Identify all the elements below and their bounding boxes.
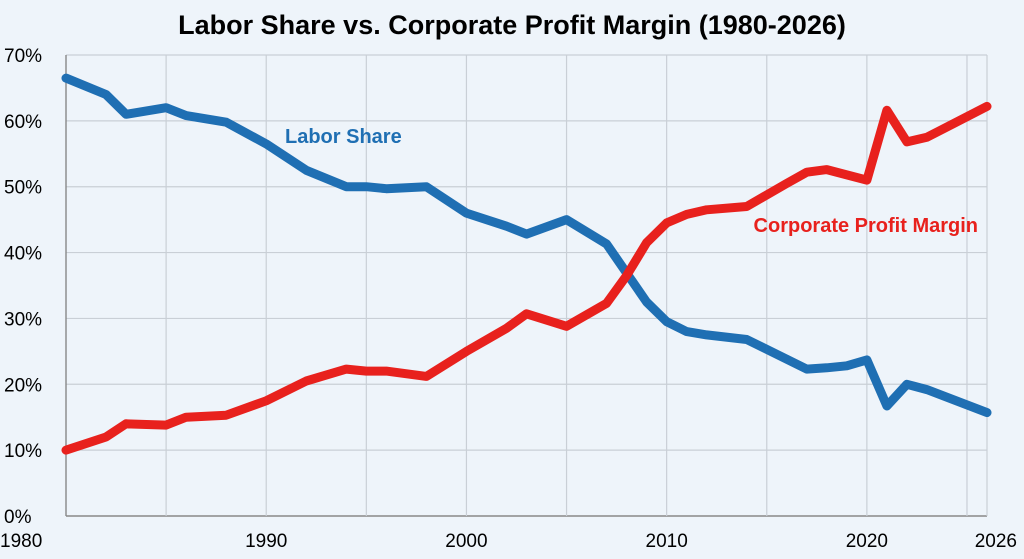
series-line-corporate-profit-margin [61, 101, 992, 455]
chart-title: Labor Share vs. Corporate Profit Margin … [178, 10, 846, 40]
y-tick-label: 50% [4, 178, 42, 199]
y-tick-label: 20% [4, 375, 42, 396]
y-tick-label: 40% [4, 244, 42, 265]
y-tick-label: 30% [4, 309, 42, 330]
x-tick-label: 2000 [445, 531, 487, 552]
x-tick-label: 1980 [0, 531, 42, 552]
grid [65, 54, 988, 517]
series-line-labor-share [61, 73, 992, 418]
axis-ticks: 0% 10% 20% 30% 40% 50% 60% 70% 1980 1990 2000 2010 2… [0, 46, 1017, 552]
x-tick-label: 2010 [646, 531, 688, 552]
x-tick-label: 2020 [846, 531, 888, 552]
y-tick-label: 60% [4, 112, 42, 133]
y-tick-label: 0% [4, 507, 32, 528]
series-labels: Labor Share Corporate Profit Margin [285, 126, 978, 237]
series-lines [61, 73, 992, 455]
y-tick-label: 70% [4, 46, 42, 67]
series-label: Labor Share [285, 126, 402, 148]
x-tick-label: 2026 [975, 531, 1017, 552]
series-label: Corporate Profit Margin [754, 215, 978, 237]
y-tick-label: 10% [4, 441, 42, 462]
x-tick-label: 1990 [245, 531, 287, 552]
